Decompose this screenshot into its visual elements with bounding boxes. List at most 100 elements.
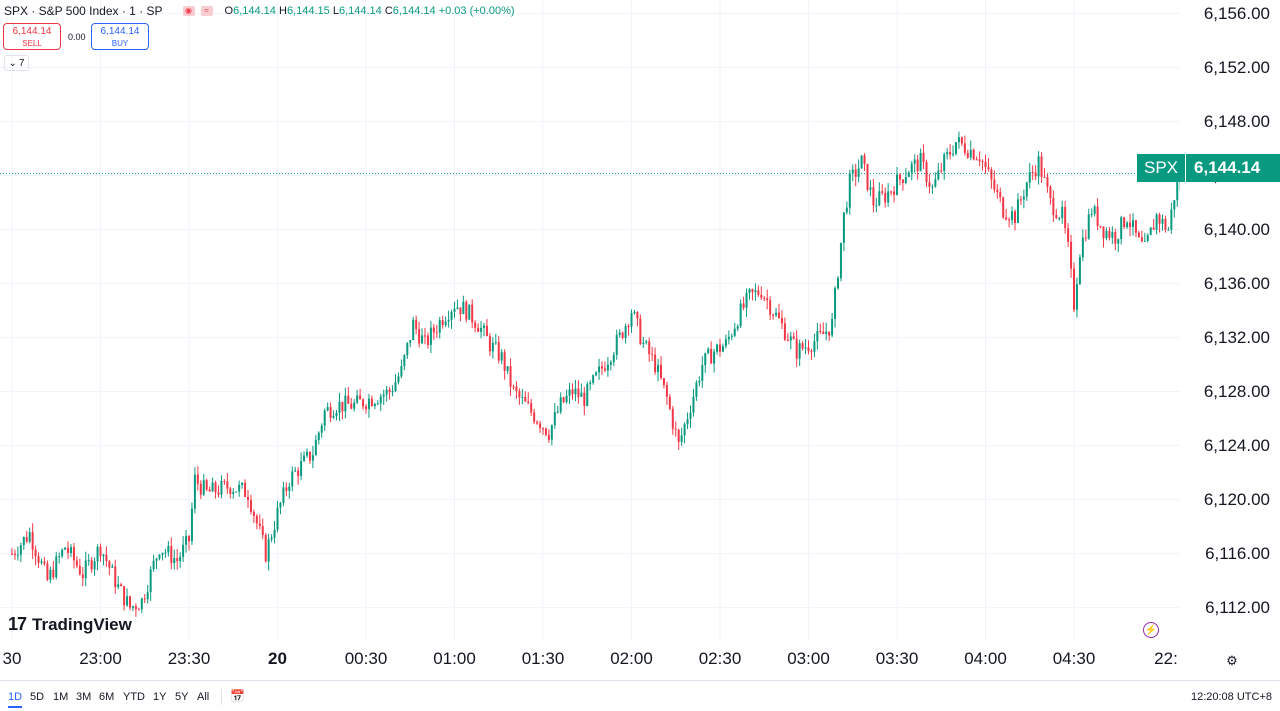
- candle-body: [952, 153, 955, 155]
- range-button-5y[interactable]: 5Y: [175, 691, 189, 703]
- price-axis[interactable]: 6,112.00 6,116.00 6,120.00 6,124.00 6,128.00…: [1180, 0, 1280, 640]
- candle-body: [872, 187, 875, 206]
- bottom-toolbar: 1D 5D 1M 3M 6M YTD 1Y 5Y All 📅 12:20:08 UTC+8: [0, 680, 1280, 711]
- candle-body: [303, 455, 306, 462]
- candle-body: [111, 566, 114, 568]
- candle-body: [1087, 214, 1090, 239]
- candle-body: [742, 303, 745, 308]
- candle-body: [972, 149, 975, 160]
- candle-body: [391, 391, 394, 393]
- candle-body: [1037, 156, 1040, 177]
- range-button-ytd[interactable]: YTD: [123, 691, 145, 703]
- candle-body: [984, 161, 987, 168]
- candle-body: [721, 346, 724, 352]
- range-button-5d[interactable]: 5D: [30, 691, 45, 703]
- candle-body: [592, 375, 595, 383]
- candle-body: [786, 339, 789, 341]
- candle-body: [1031, 172, 1034, 174]
- sell-button[interactable]: 6,144.14 SELL: [3, 23, 61, 50]
- candle-body: [214, 482, 217, 493]
- candle-body: [789, 336, 792, 341]
- range-button-1y[interactable]: 1Y: [153, 691, 167, 703]
- candle-body: [447, 319, 450, 322]
- candle-body: [730, 335, 733, 337]
- buy-button[interactable]: 6,144.14 BUY: [91, 23, 149, 50]
- clock[interactable]: 12:20:08 UTC+8: [1190, 691, 1272, 703]
- candle-body: [208, 489, 211, 492]
- candle-body: [356, 395, 359, 403]
- candle-body: [432, 327, 435, 333]
- candle-body: [550, 425, 553, 440]
- candle-body: [571, 389, 574, 395]
- candle-body: [716, 344, 719, 352]
- tradingview-logo[interactable]: 17 TradingView: [8, 614, 132, 635]
- candle-body: [801, 343, 804, 349]
- candle-body: [120, 584, 123, 587]
- range-button-all[interactable]: All: [197, 691, 210, 703]
- bolt-icon[interactable]: ⚡: [1143, 622, 1159, 638]
- candle-body: [559, 397, 562, 412]
- candle-body: [1137, 232, 1140, 238]
- candle-body: [282, 487, 285, 504]
- candle-body: [503, 352, 506, 371]
- candle-body: [1011, 211, 1014, 221]
- candle-body: [311, 455, 314, 461]
- time-axis[interactable]: 30 23:00 23:30 20 00:30 01:00 01:30 02:00 02:30 0…: [0, 640, 1180, 680]
- candle-body: [1114, 231, 1117, 244]
- candle-body: [388, 389, 391, 393]
- settings-icon[interactable]: ⚙: [1226, 653, 1238, 668]
- range-button-6m[interactable]: 6M: [99, 691, 115, 703]
- candle-body: [683, 424, 686, 436]
- candle-body: [1016, 199, 1019, 223]
- eye-icon[interactable]: ≈: [200, 5, 213, 16]
- candle-body: [919, 152, 922, 172]
- candle-body: [134, 606, 137, 610]
- candle-body: [188, 535, 190, 542]
- price-tick-label: 6,120.00: [1203, 489, 1270, 509]
- candle-body: [645, 341, 648, 343]
- candle-body: [105, 554, 108, 562]
- candle-body: [745, 292, 748, 308]
- candle-body: [863, 155, 866, 164]
- last-price-label: SPX 6,144.14: [1137, 154, 1280, 182]
- candle-body: [621, 332, 624, 338]
- range-button-1m[interactable]: 1M: [53, 691, 69, 703]
- candle-body: [601, 366, 603, 369]
- candle-body: [1052, 197, 1055, 216]
- candle-body: [842, 212, 845, 243]
- candle-body: [52, 569, 55, 578]
- candle-body: [898, 174, 901, 180]
- candle-body: [1055, 215, 1058, 219]
- candle-body: [660, 364, 662, 379]
- candle-body: [987, 167, 990, 170]
- symbol-title[interactable]: SPX · S&P 500 Index · 1 · SP: [4, 3, 163, 18]
- price-tick-label: 6,128.00: [1203, 381, 1270, 401]
- candle-body: [707, 348, 710, 354]
- candle-body: [518, 391, 521, 398]
- chart-plot-area[interactable]: [0, 0, 1180, 640]
- candle-body: [727, 336, 730, 340]
- candle-body: [131, 606, 134, 608]
- candle-body: [544, 428, 547, 435]
- candle-body: [406, 342, 409, 356]
- candle-body: [916, 159, 919, 172]
- eye-icon[interactable]: ◉: [182, 5, 195, 16]
- candle-body: [804, 347, 807, 349]
- candle-body: [701, 365, 704, 381]
- range-button-1d[interactable]: 1D: [8, 691, 23, 708]
- indicators-toggle[interactable]: ⌄ 7: [4, 55, 29, 71]
- range-button-3m[interactable]: 3M: [76, 691, 92, 703]
- time-tick-label: 04:00: [964, 649, 1007, 668]
- candle-body: [338, 401, 341, 413]
- candle-body: [341, 401, 344, 412]
- last-price-symbol: SPX: [1137, 154, 1187, 182]
- indicators-count: 7: [18, 57, 25, 69]
- calendar-goto-icon[interactable]: 📅: [230, 689, 245, 703]
- candle-body: [1019, 199, 1022, 201]
- candle-body: [1028, 172, 1031, 183]
- candle-body: [1081, 237, 1084, 258]
- candle-body: [285, 487, 288, 491]
- candle-body: [757, 290, 760, 295]
- candle-body: [760, 294, 763, 298]
- candle-body: [595, 372, 598, 376]
